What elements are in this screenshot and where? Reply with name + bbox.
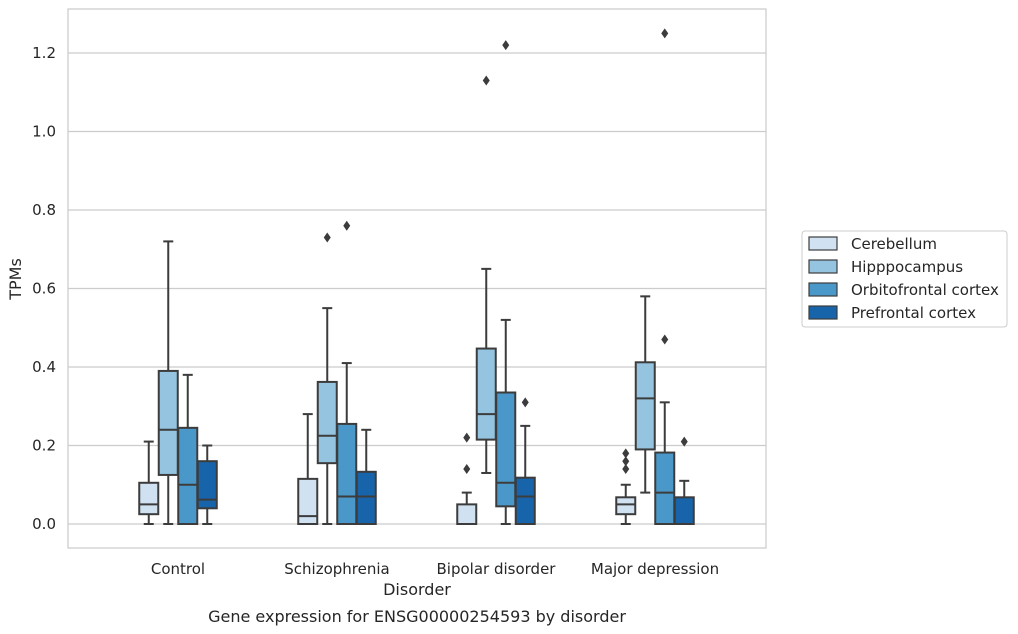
legend-label: Cerebellum bbox=[851, 235, 937, 253]
outlier-point bbox=[343, 220, 351, 231]
chart-caption: Gene expression for ENSG00000254593 by d… bbox=[208, 607, 626, 626]
box-1-3 bbox=[355, 428, 377, 525]
legend-swatch bbox=[808, 282, 838, 297]
legend-label: Prefrontal cortex bbox=[851, 304, 976, 322]
x-axis-ticks: Control Schizophrenia Bipolar disorder Majo… bbox=[151, 560, 719, 578]
outlier-point bbox=[482, 75, 490, 86]
box-2-1 bbox=[475, 75, 497, 474]
outlier-point bbox=[463, 464, 471, 475]
box-iqr bbox=[177, 426, 199, 525]
box-iqr bbox=[475, 347, 497, 441]
plot-area-frame bbox=[67, 8, 767, 549]
outlier-point bbox=[622, 456, 630, 467]
box-3-3 bbox=[673, 436, 695, 525]
y-tick-label: 1.2 bbox=[32, 44, 56, 62]
box-iqr bbox=[138, 481, 160, 516]
box-1-0 bbox=[297, 413, 319, 525]
box-iqr bbox=[495, 391, 517, 508]
box-iqr bbox=[316, 380, 338, 465]
outlier-point bbox=[622, 448, 630, 459]
y-tick-label: 0.8 bbox=[32, 201, 56, 219]
box-iqr bbox=[615, 496, 637, 516]
box-iqr bbox=[297, 477, 319, 525]
legend: Cerebellum Hipppocampus Orbitofrontal cort… bbox=[801, 230, 1008, 328]
x-tick-label: Major depression bbox=[591, 560, 719, 578]
outlier-point bbox=[463, 432, 471, 443]
legend-swatch bbox=[808, 236, 838, 251]
y-tick-label: 0.6 bbox=[32, 280, 56, 298]
box-iqr bbox=[196, 460, 218, 510]
y-tick-label: 0.4 bbox=[32, 358, 56, 376]
x-axis-label: Disorder bbox=[383, 580, 451, 599]
outlier-point bbox=[502, 40, 510, 51]
legend-frame bbox=[801, 230, 1008, 328]
box-0-3 bbox=[196, 444, 218, 525]
box-0-2 bbox=[177, 373, 199, 525]
box-2-3 bbox=[514, 397, 536, 525]
box-iqr bbox=[634, 361, 656, 451]
outlier-point bbox=[661, 28, 669, 39]
outlier-point bbox=[661, 334, 669, 345]
y-axis-ticks: 0.0 0.2 0.4 0.6 0.8 1.0 1.2 bbox=[32, 44, 56, 533]
box-iqr bbox=[456, 503, 478, 525]
box-1-1 bbox=[316, 232, 338, 525]
box-iqr bbox=[157, 369, 179, 476]
box-3-2 bbox=[654, 28, 676, 525]
box-2-0 bbox=[456, 432, 478, 525]
box-iqr bbox=[355, 470, 377, 525]
legend-swatch bbox=[808, 305, 838, 320]
box-iqr bbox=[514, 476, 536, 525]
legend-swatch bbox=[808, 259, 838, 274]
x-tick-label: Control bbox=[151, 560, 205, 578]
y-tick-label: 0.2 bbox=[32, 437, 56, 455]
outlier-point bbox=[323, 232, 331, 243]
box-1-2 bbox=[336, 220, 358, 526]
legend-label: Orbitofrontal cortex bbox=[851, 281, 999, 299]
box-iqr bbox=[336, 422, 358, 526]
x-tick-label: Schizophrenia bbox=[284, 560, 389, 578]
y-axis-label: TPMs bbox=[6, 258, 25, 301]
legend-label: Hipppocampus bbox=[851, 258, 963, 276]
box-iqr bbox=[654, 451, 676, 525]
outlier-point bbox=[622, 464, 630, 475]
box-3-1 bbox=[634, 295, 656, 494]
y-tick-label: 0.0 bbox=[32, 515, 56, 533]
x-tick-label: Bipolar disorder bbox=[437, 560, 557, 578]
outlier-point bbox=[521, 397, 529, 408]
box-2-2 bbox=[495, 40, 517, 525]
y-tick-label: 1.0 bbox=[32, 123, 56, 141]
box-0-0 bbox=[138, 440, 160, 525]
outlier-point bbox=[680, 436, 688, 447]
box-layer bbox=[138, 28, 695, 526]
box-iqr bbox=[673, 496, 695, 525]
box-0-1 bbox=[157, 240, 179, 525]
box-3-0 bbox=[615, 448, 637, 525]
